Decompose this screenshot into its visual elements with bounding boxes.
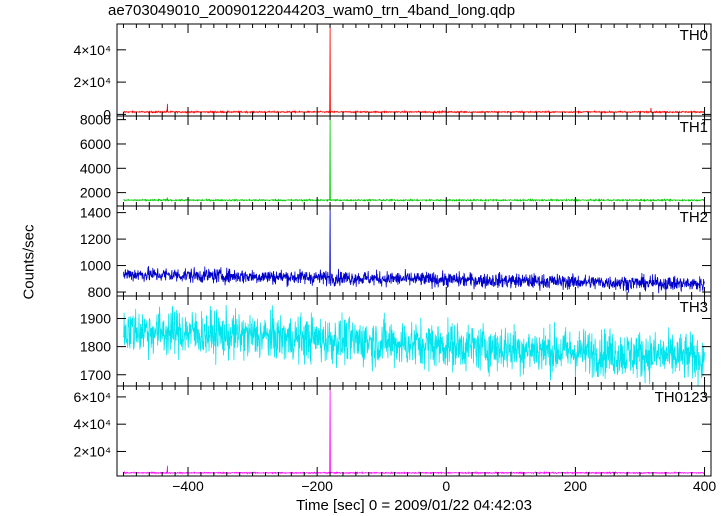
chart-title: ae703049010_20090122044203_wam0_trn_4ban… bbox=[108, 2, 516, 19]
series-line-th3 bbox=[123, 304, 705, 387]
panel-label-th3: TH3 bbox=[680, 299, 708, 316]
x-tick-label: −400 bbox=[172, 478, 204, 494]
y-tick-label: 2×10⁴ bbox=[73, 443, 111, 459]
x-tick-label: 0 bbox=[442, 478, 450, 494]
series-line-th0 bbox=[123, 25, 705, 115]
series-line-th0123 bbox=[123, 390, 705, 475]
y-tick-label: 1200 bbox=[80, 231, 111, 247]
x-tick-label: 400 bbox=[693, 478, 717, 494]
x-tick-label: 200 bbox=[564, 478, 588, 494]
y-tick-label: 2000 bbox=[80, 185, 111, 201]
y-tick-label: 6×10⁴ bbox=[73, 389, 111, 405]
panel-frame-th1 bbox=[116, 115, 712, 207]
y-tick-label: 0 bbox=[103, 106, 111, 122]
y-tick-label: 800 bbox=[88, 284, 112, 300]
y-tick-label: 8000 bbox=[80, 112, 111, 128]
y-tick-label: 4000 bbox=[80, 160, 111, 176]
panel-label-th2: TH2 bbox=[680, 209, 708, 226]
y-tick-label: 2×10⁴ bbox=[73, 74, 111, 90]
panel-label-th0123: TH0123 bbox=[655, 389, 708, 406]
panel-frame-th2 bbox=[116, 205, 712, 297]
y-tick-label: 1400 bbox=[80, 205, 111, 221]
y-tick-label: 1900 bbox=[80, 311, 111, 327]
y-tick-label: 4×10⁴ bbox=[73, 42, 111, 58]
y-tick-label: 1700 bbox=[80, 367, 111, 383]
y-tick-label: 4×10⁴ bbox=[73, 416, 111, 432]
series-line-th1 bbox=[123, 117, 705, 203]
x-tick-label: −200 bbox=[301, 478, 333, 494]
panel-frame-th0123 bbox=[116, 385, 712, 477]
x-axis-label: Time [sec] 0 = 2009/01/22 04:42:03 bbox=[296, 497, 532, 514]
y-tick-label: 1800 bbox=[80, 339, 111, 355]
panel-label-th0: TH0 bbox=[680, 27, 708, 44]
y-tick-label: 6000 bbox=[80, 136, 111, 152]
y-tick-label: 1000 bbox=[80, 258, 111, 274]
panel-label-th1: TH1 bbox=[680, 119, 708, 136]
panel-frame-th0 bbox=[116, 23, 712, 117]
series-line-th2 bbox=[123, 207, 705, 294]
